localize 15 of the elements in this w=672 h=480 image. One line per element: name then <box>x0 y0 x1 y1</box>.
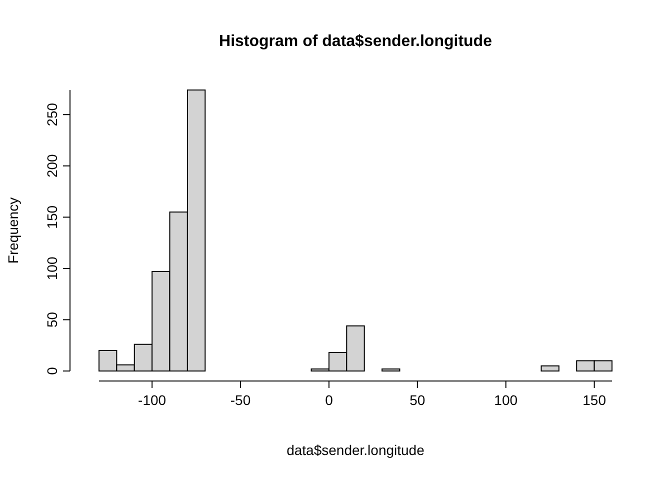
y-tick-label: 250 <box>44 102 60 126</box>
x-tick-label: 50 <box>410 392 426 408</box>
chart-title: Histogram of data$sender.longitude <box>219 33 492 50</box>
y-axis-title: Frequency <box>5 197 21 264</box>
x-tick-label: 0 <box>325 392 334 408</box>
y-tick-label: 150 <box>44 205 60 229</box>
x-tick-label: -100 <box>138 392 166 408</box>
x-tick-label: 100 <box>494 392 518 408</box>
y-tick-label: 200 <box>44 154 60 178</box>
y-tick-label: 100 <box>44 256 60 280</box>
x-axis-title: data$sender.longitude <box>286 442 425 458</box>
x-tick-label: 150 <box>582 392 606 408</box>
y-tick-label: 0 <box>44 366 60 375</box>
x-tick-label: -50 <box>230 392 251 408</box>
y-tick-label: 50 <box>44 312 60 328</box>
